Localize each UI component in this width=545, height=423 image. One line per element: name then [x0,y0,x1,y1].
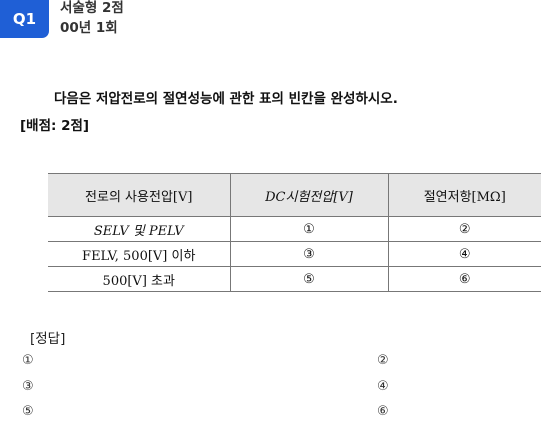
question-type: 서술형 2점 [60,0,124,16]
insulation-table: 전로의 사용전압[V] DC시험전압[V] 절연저항[MΩ] SELV 및 PE… [48,173,541,292]
header-voltage: 전로의 사용전압[V] [48,173,231,217]
row1-test-voltage: ① [229,216,389,242]
row2-resistance: ④ [387,241,541,267]
question-text: 다음은 저압전로의 절연성능에 관한 표의 빈칸을 완성하시오. [54,91,398,107]
row1-voltage: SELV 및 PELV [48,216,231,242]
row3-voltage: 500[V] 초과 [48,266,231,292]
answer-item-3: ③ [22,379,34,394]
table-row: 500[V] 초과 ⑤ ⑥ [48,266,541,292]
table-row: SELV 및 PELV ① ② [48,216,541,242]
answer-label: [정답] [30,331,66,347]
table-header-row: 전로의 사용전압[V] DC시험전압[V] 절연저항[MΩ] [48,173,541,217]
row2-test-voltage: ③ [229,241,389,267]
row1-resistance: ② [387,216,541,242]
answer-item-4: ④ [377,379,389,394]
answer-item-1: ① [22,353,34,368]
answer-item-6: ⑥ [377,404,389,419]
row2-voltage: FELV, 500[V] 이하 [48,241,231,267]
question-number-badge: Q1 [0,0,49,38]
header-dc-test-voltage: DC시험전압[V] [229,173,389,217]
answer-item-2: ② [377,353,389,368]
table-row: FELV, 500[V] 이하 ③ ④ [48,241,541,267]
exam-round: 00년 1회 [60,20,118,36]
row3-test-voltage: ⑤ [229,266,389,292]
row3-resistance: ⑥ [387,266,541,292]
header-insulation-resistance: 절연저항[MΩ] [387,173,541,217]
answer-item-5: ⑤ [22,404,34,419]
score-label: [배점: 2점] [20,118,90,134]
question-meta: 서술형 2점 00년 1회 [60,0,124,37]
